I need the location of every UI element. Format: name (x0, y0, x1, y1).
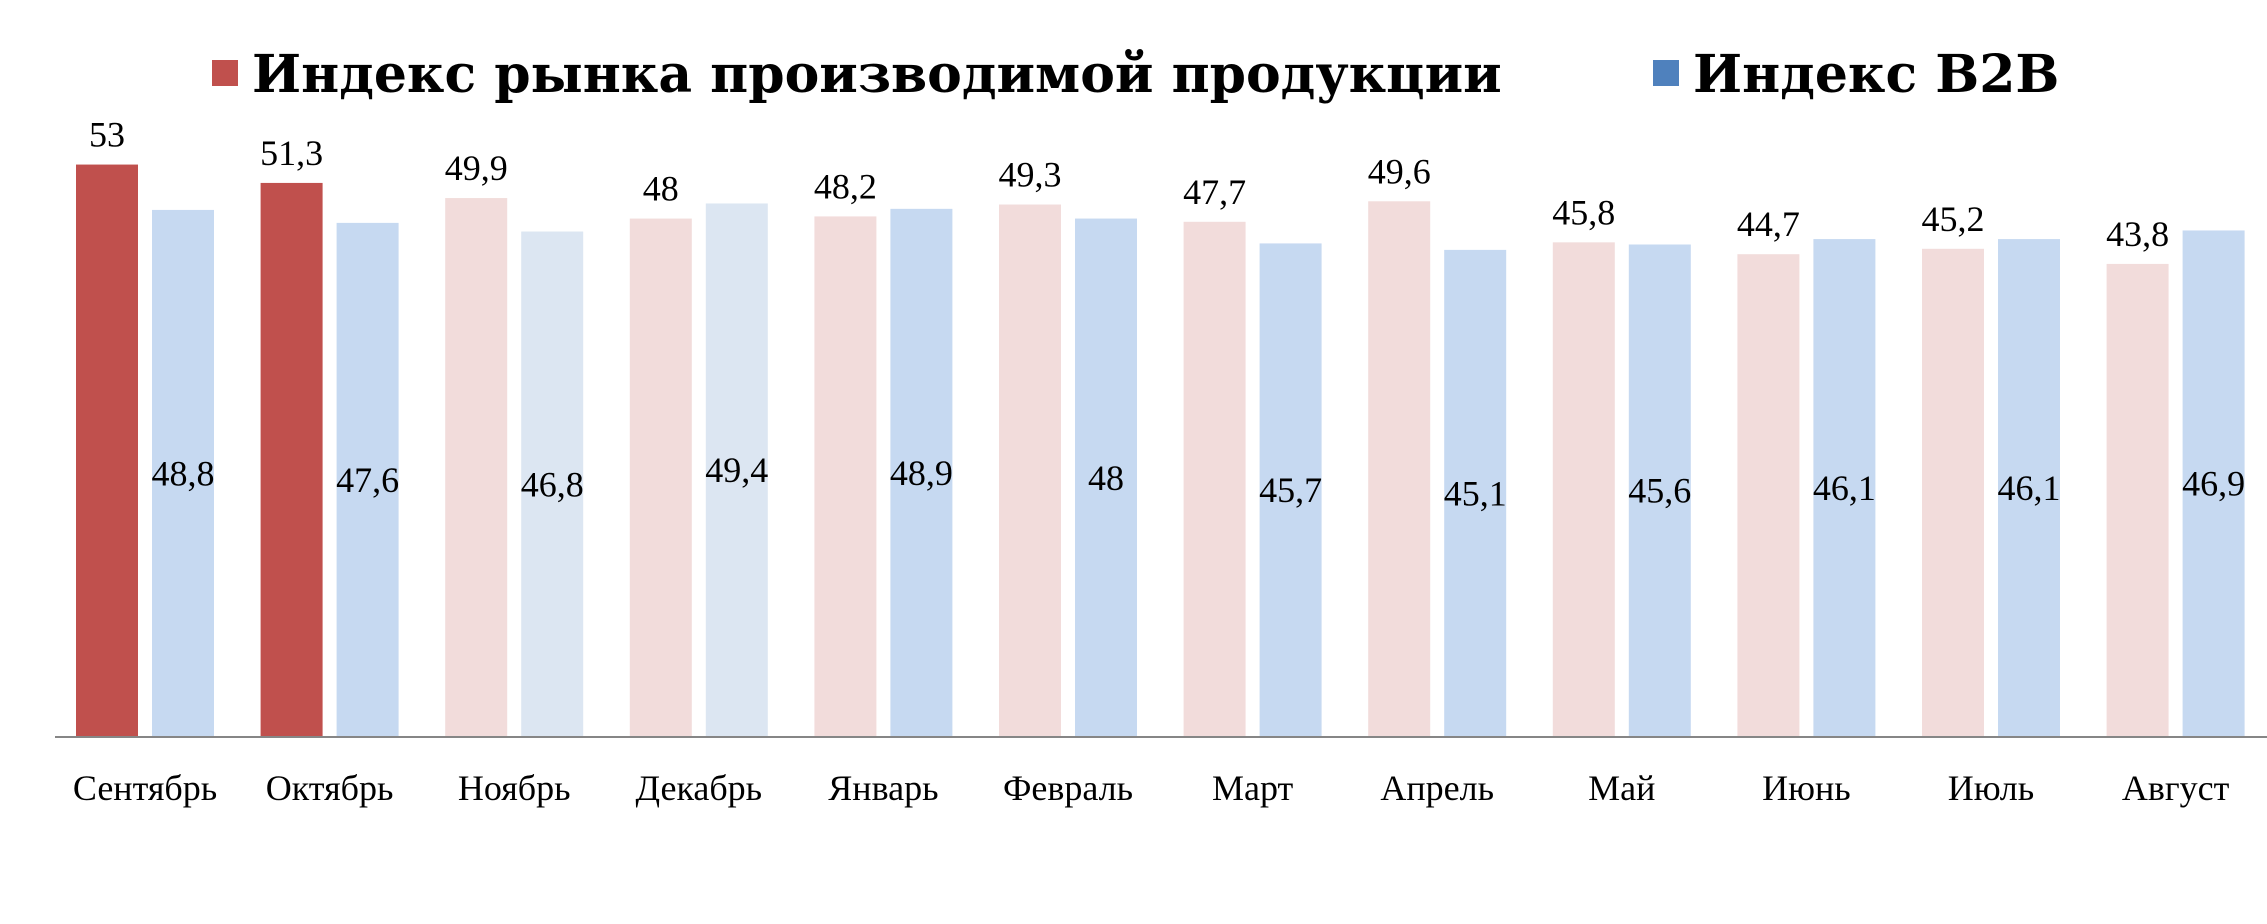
bar-marks (76, 164, 2245, 738)
value-label-market-index-11: 43,8 (2106, 214, 2169, 254)
bar-market-index-7 (1368, 201, 1431, 738)
value-label-market-index-3: 48 (643, 169, 679, 209)
value-label-b2b-index-4: 48,9 (890, 453, 953, 493)
bar-b2b-index-5 (1075, 218, 1137, 737)
value-label-market-index-9: 44,7 (1737, 204, 1800, 244)
value-label-b2b-index-3: 49,4 (705, 450, 768, 490)
bar-market-index-10 (1922, 248, 1984, 737)
value-label-b2b-index-5: 48 (1088, 458, 1124, 498)
bar-market-index-11 (2106, 263, 2169, 737)
value-label-market-index-8: 45,8 (1552, 192, 1615, 232)
legend-swatch-market-index (212, 60, 238, 86)
bar-b2b-index-7 (1444, 249, 1507, 738)
bar-market-index-4 (814, 216, 877, 737)
x-axis-category-labels: Сентябрь Октябрь Ноябрь Декабрь Январь Феврал… (73, 768, 2230, 808)
chart-legend: Индекс рынка производимой продукции Инде… (212, 44, 2059, 105)
bar-b2b-index-3 (705, 203, 768, 738)
bar-market-index-5 (999, 204, 1061, 738)
value-label-market-index-5: 49,3 (999, 155, 1062, 195)
x-tick-label-0: Сентябрь (73, 768, 217, 808)
bar-b2b-index-0 (152, 209, 214, 737)
bar-b2b-index-2 (521, 231, 584, 738)
value-label-market-index-10: 45,2 (1922, 199, 1985, 239)
x-tick-label-2: Ноябрь (458, 768, 571, 808)
value-label-b2b-index-1: 47,6 (336, 460, 399, 500)
x-tick-label-9: Июнь (1762, 768, 1851, 808)
x-tick-label-8: Май (1588, 768, 1655, 808)
bar-market-index-8 (1552, 242, 1615, 738)
value-label-b2b-index-7: 45,1 (1444, 473, 1507, 513)
value-label-market-index-4: 48,2 (814, 166, 877, 206)
value-label-market-index-6: 47,7 (1183, 172, 1246, 212)
value-label-b2b-index-0: 48,8 (152, 453, 215, 493)
value-label-b2b-index-10: 46,1 (1998, 468, 2061, 508)
legend-label-b2b-index: Индекс B2B (1693, 44, 2059, 105)
bar-b2b-index-6 (1259, 243, 1322, 737)
value-label-b2b-index-11: 46,9 (2182, 464, 2245, 504)
bar-market-index-2 (445, 198, 508, 737)
value-label-market-index-2: 49,9 (445, 148, 508, 188)
x-tick-label-10: Июль (1948, 768, 2034, 808)
bar-b2b-index-4 (890, 208, 953, 737)
bar-value-labels: 53 48,8 51,3 47,6 49,9 46,8 48 49,4 48,2 48,9 49,3… (89, 115, 2245, 514)
bar-market-index-1 (260, 182, 323, 738)
bar-b2b-index-9 (1813, 239, 1876, 737)
x-tick-label-3: Декабрь (635, 768, 762, 808)
bar-market-index-3 (629, 218, 692, 737)
value-label-b2b-index-6: 45,7 (1259, 470, 1322, 510)
bar-b2b-index-8 (1628, 244, 1691, 737)
value-label-market-index-1: 51,3 (260, 133, 323, 173)
legend-label-market-index: Индекс рынка производимой продукции (252, 44, 1502, 105)
legend-swatch-b2b-index (1653, 60, 1679, 86)
x-tick-label-5: Февраль (1003, 768, 1133, 808)
x-tick-label-7: Апрель (1380, 768, 1494, 808)
value-label-b2b-index-8: 45,6 (1628, 471, 1691, 511)
bar-b2b-index-1 (336, 222, 399, 738)
x-tick-label-4: Январь (828, 768, 938, 808)
x-tick-label-6: Март (1212, 768, 1294, 808)
bar-b2b-index-11 (2182, 230, 2245, 737)
bar-b2b-index-10 (1998, 239, 2060, 737)
bar-market-index-9 (1737, 254, 1800, 737)
x-tick-label-11: Август (2122, 768, 2230, 808)
value-label-b2b-index-9: 46,1 (1813, 468, 1876, 508)
value-label-market-index-7: 49,6 (1368, 151, 1431, 191)
bar-market-index-6 (1183, 221, 1246, 738)
value-label-b2b-index-2: 46,8 (521, 464, 584, 504)
value-label-market-index-0: 53 (89, 115, 125, 155)
bar-market-index-0 (76, 164, 138, 738)
x-tick-label-1: Октябрь (266, 768, 394, 808)
